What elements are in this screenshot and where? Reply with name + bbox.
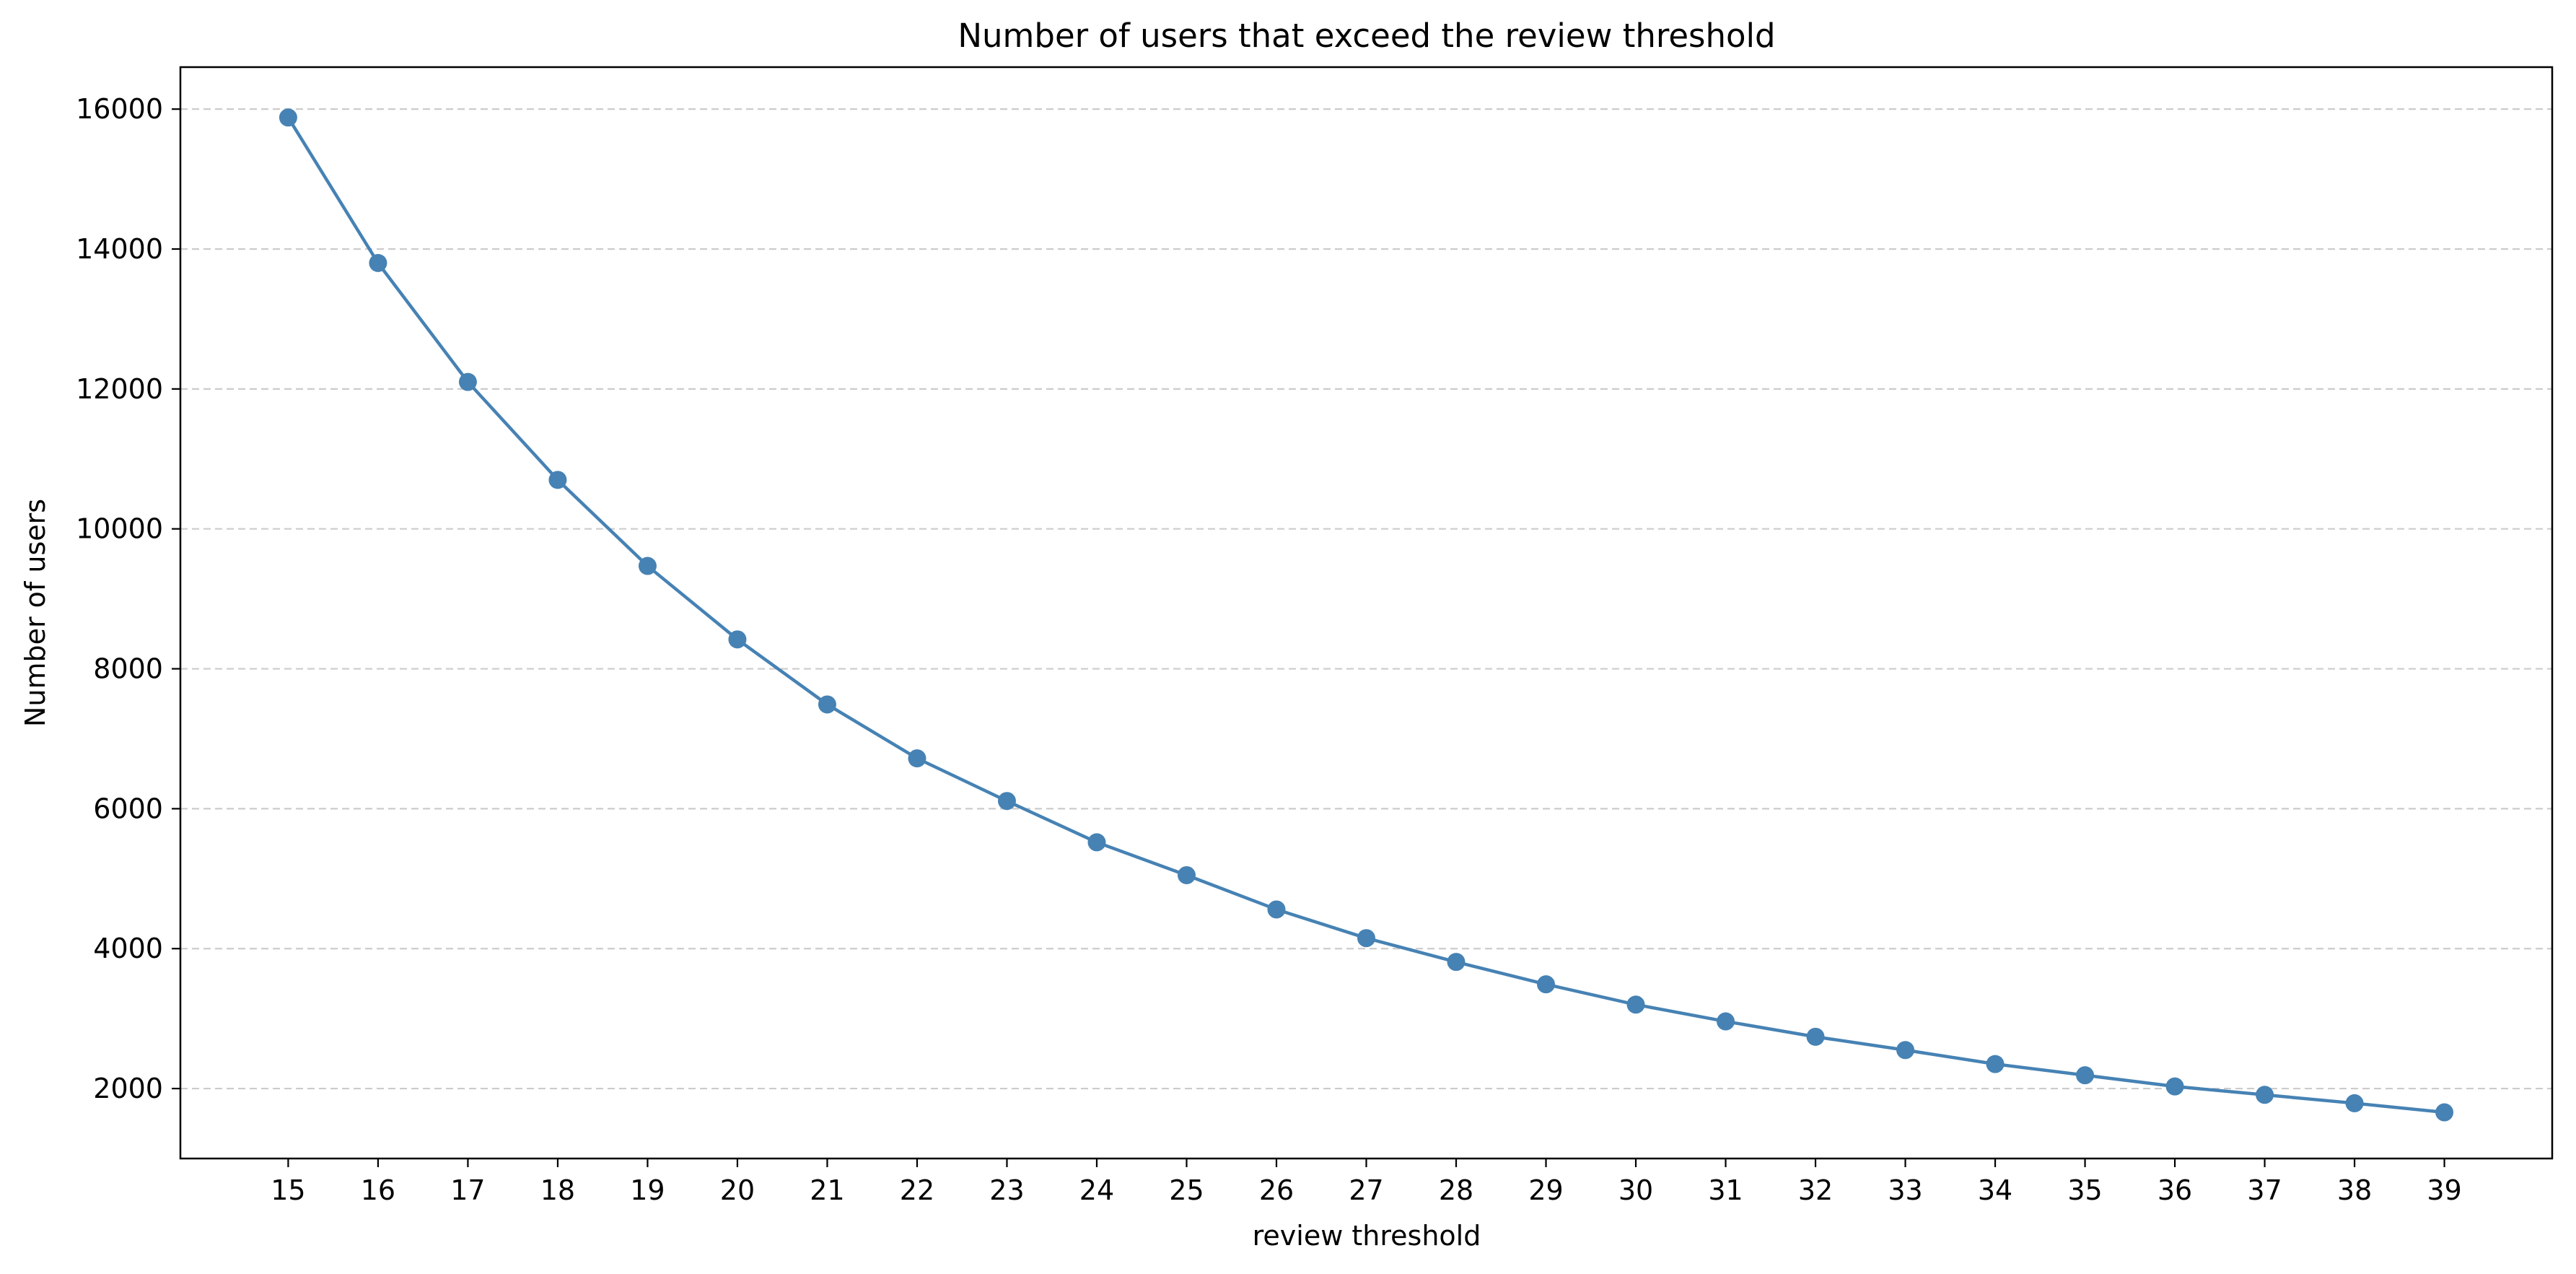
x-tick-label: 34 xyxy=(1978,1174,2012,1206)
y-axis-label: Number of users xyxy=(19,499,51,727)
x-tick-label: 19 xyxy=(630,1174,665,1206)
x-tick-label: 20 xyxy=(720,1174,755,1206)
x-tick-label: 31 xyxy=(1708,1174,1743,1206)
data-point xyxy=(2435,1103,2454,1122)
x-tick-label: 26 xyxy=(1259,1174,1294,1206)
x-tick-label: 25 xyxy=(1169,1174,1204,1206)
x-tick-label: 30 xyxy=(1618,1174,1653,1206)
data-point xyxy=(1177,865,1196,884)
data-point xyxy=(548,471,567,489)
data-point xyxy=(1806,1027,1825,1046)
x-tick-label: 23 xyxy=(989,1174,1024,1206)
x-axis: 15 16 17 18 19 20 21 22 23 24 25 26 27 28 29 30 31 32 33 34… xyxy=(271,1159,2462,1206)
x-tick-label: 39 xyxy=(2427,1174,2461,1206)
x-tick-label: 29 xyxy=(1528,1174,1563,1206)
x-tick-label: 22 xyxy=(900,1174,934,1206)
data-point xyxy=(2165,1077,2184,1096)
data-point xyxy=(279,108,297,127)
data-point xyxy=(1717,1012,1735,1031)
x-tick-label: 16 xyxy=(361,1174,395,1206)
grid-lines xyxy=(180,108,2552,1090)
data-point xyxy=(2345,1094,2364,1112)
y-tick-label: 6000 xyxy=(93,793,163,824)
data-series xyxy=(279,108,2454,1122)
x-tick-label: 38 xyxy=(2337,1174,2372,1206)
data-point xyxy=(638,557,657,575)
y-tick-label: 8000 xyxy=(93,653,163,685)
data-point xyxy=(728,630,747,649)
data-point xyxy=(1267,900,1286,919)
x-tick-label: 17 xyxy=(450,1174,485,1206)
data-point xyxy=(908,749,926,768)
x-tick-label: 15 xyxy=(271,1174,305,1206)
data-point xyxy=(1537,975,1556,994)
data-point xyxy=(997,792,1016,811)
x-tick-label: 24 xyxy=(1079,1174,1114,1206)
x-tick-label: 36 xyxy=(2157,1174,2192,1206)
x-tick-label: 35 xyxy=(2067,1174,2102,1206)
data-point xyxy=(818,695,836,714)
data-point xyxy=(1447,953,1466,972)
data-point xyxy=(2256,1086,2274,1104)
chart-title: Number of users that exceed the review t… xyxy=(958,17,1775,55)
x-tick-label: 37 xyxy=(2247,1174,2282,1206)
data-point xyxy=(2076,1066,2095,1085)
x-axis-label: review threshold xyxy=(1253,1220,1481,1252)
data-point xyxy=(1087,833,1106,852)
x-tick-label: 21 xyxy=(810,1174,844,1206)
series-line xyxy=(286,115,2446,1114)
x-tick-label: 32 xyxy=(1798,1174,1833,1206)
y-tick-label: 12000 xyxy=(76,373,163,405)
data-point xyxy=(1357,929,1375,948)
x-tick-label: 27 xyxy=(1349,1174,1383,1206)
y-tick-label: 2000 xyxy=(93,1073,163,1104)
y-tick-label: 16000 xyxy=(76,93,163,125)
y-tick-label: 4000 xyxy=(93,933,163,964)
y-axis: 2000 4000 6000 8000 10000 12000 14000 16000 xyxy=(76,93,180,1104)
data-point xyxy=(1896,1041,1915,1060)
x-tick-label: 18 xyxy=(540,1174,575,1206)
data-point xyxy=(369,253,387,272)
y-tick-label: 10000 xyxy=(76,513,163,545)
data-point xyxy=(458,372,477,391)
plot-area-frame xyxy=(179,66,2554,1160)
y-tick-label: 14000 xyxy=(76,233,163,265)
x-tick-label: 28 xyxy=(1439,1174,1473,1206)
data-point xyxy=(1986,1055,2005,1073)
data-point xyxy=(1626,995,1645,1014)
x-tick-label: 33 xyxy=(1888,1174,1922,1206)
